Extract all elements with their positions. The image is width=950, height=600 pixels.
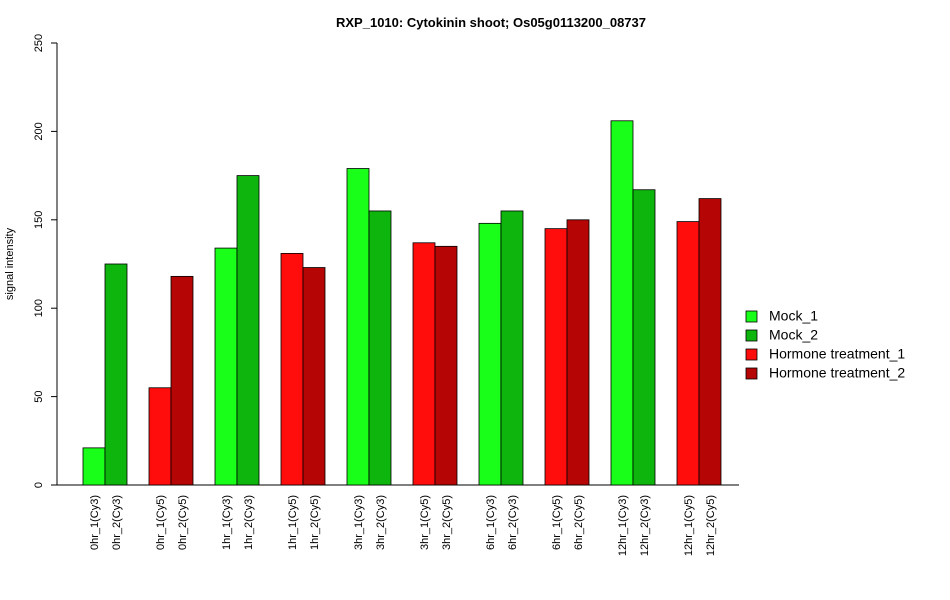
x-tick-label: 6hr_2(Cy3) (507, 495, 519, 550)
y-tick-label: 250 (33, 34, 45, 52)
x-tick-label: 12hr_1(Cy3) (617, 495, 629, 556)
legend-label: Mock_1 (769, 308, 818, 324)
x-tick-label: 3hr_2(Cy3) (375, 495, 387, 550)
bar (632, 189, 656, 486)
bar (236, 175, 260, 486)
x-tick-label: 1hr_1(Cy5) (287, 495, 299, 550)
x-tick-label: 1hr_1(Cy3) (221, 495, 233, 550)
x-tick-label: 6hr_2(Cy5) (573, 495, 585, 550)
chart-title: RXP_1010: Cytokinin shoot; Os05g0113200_… (336, 15, 646, 30)
x-tick-label: 6hr_1(Cy5) (551, 495, 563, 550)
x-tick-label: 12hr_2(Cy3) (639, 495, 651, 556)
bar (148, 387, 172, 486)
legend: Mock_1 Mock_2 Hormone treatment_1 Hormone t… (745, 308, 905, 381)
x-tick-label: 0hr_2(Cy3) (111, 495, 123, 550)
legend-swatch (745, 348, 758, 361)
x-tick-label: 6hr_1(Cy3) (485, 495, 497, 550)
bar (302, 267, 326, 486)
bar (610, 120, 634, 486)
y-axis-label: signal intensity (4, 227, 16, 300)
bars-group (82, 120, 722, 486)
y-tick-label: 50 (33, 390, 45, 402)
x-tick-label: 0hr_1(Cy5) (155, 495, 167, 550)
bar (500, 210, 524, 486)
y-axis: 0 50 100 150 200 250 (33, 34, 58, 488)
x-tick-label: 0hr_2(Cy5) (177, 495, 189, 550)
legend-label: Mock_2 (769, 327, 818, 343)
bar (566, 219, 590, 486)
legend-swatch (745, 367, 758, 380)
y-tick-label: 100 (33, 299, 45, 317)
x-tick-labels: 0hr_1(Cy3) 0hr_2(Cy3) 0hr_1(Cy5) 0hr_2(Cy5)… (89, 495, 717, 556)
bar (214, 247, 238, 486)
bar (280, 252, 304, 486)
bar (368, 210, 392, 486)
bar (676, 221, 700, 486)
bar (412, 242, 436, 486)
bar (698, 198, 722, 486)
x-tick-label: 0hr_1(Cy3) (89, 495, 101, 550)
bar (544, 228, 568, 486)
bar (170, 275, 194, 486)
bar (104, 263, 128, 486)
legend-label: Hormone treatment_2 (769, 365, 905, 381)
x-tick-label: 3hr_1(Cy3) (353, 495, 365, 550)
x-tick-label: 3hr_2(Cy5) (441, 495, 453, 550)
legend-swatch (745, 329, 758, 342)
x-tick-label: 1hr_2(Cy5) (309, 495, 321, 550)
bar (82, 447, 106, 486)
legend-label: Hormone treatment_1 (769, 346, 905, 362)
bar (478, 222, 502, 486)
x-tick-label: 12hr_2(Cy5) (705, 495, 717, 556)
y-tick-label: 200 (33, 122, 45, 140)
x-tick-label: 3hr_1(Cy5) (419, 495, 431, 550)
bar (346, 168, 370, 486)
x-tick-label: 12hr_1(Cy5) (683, 495, 695, 556)
bar (434, 245, 458, 486)
x-tick-label: 1hr_2(Cy3) (243, 495, 255, 550)
legend-swatch (745, 310, 758, 323)
y-tick-label: 0 (33, 482, 45, 488)
y-tick-label: 150 (33, 211, 45, 229)
